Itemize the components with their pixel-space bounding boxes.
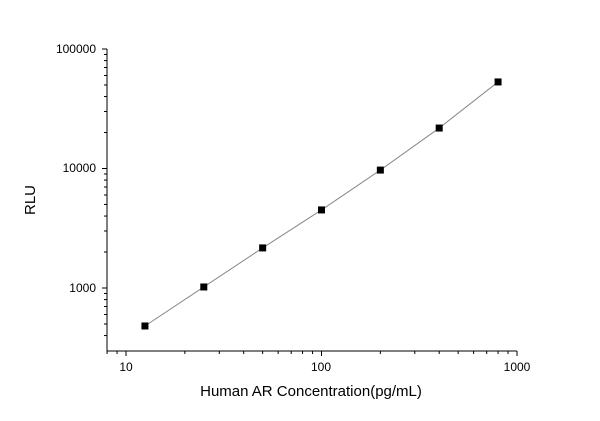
data-point (259, 244, 267, 252)
x-axis-title: Human AR Concentration(pg/mL) (200, 383, 422, 400)
x-tick-label-10: 10 (119, 360, 133, 374)
x-tick-label-1000: 1000 (504, 360, 531, 374)
data-point (435, 124, 443, 132)
x-tick-label-100: 100 (311, 360, 331, 374)
data-point (200, 283, 208, 291)
data-points (141, 78, 502, 330)
data-point (494, 78, 502, 86)
fit-line (144, 81, 499, 327)
y-tick-label-1000: 1000 (69, 281, 96, 295)
axes (102, 48, 518, 356)
data-point (141, 322, 149, 330)
y-axis-title: RLU (22, 185, 39, 215)
y-tick-label-100000: 100000 (56, 42, 96, 56)
data-point (376, 166, 384, 174)
y-tick-label-10000: 10000 (63, 161, 97, 175)
data-point (318, 206, 325, 214)
